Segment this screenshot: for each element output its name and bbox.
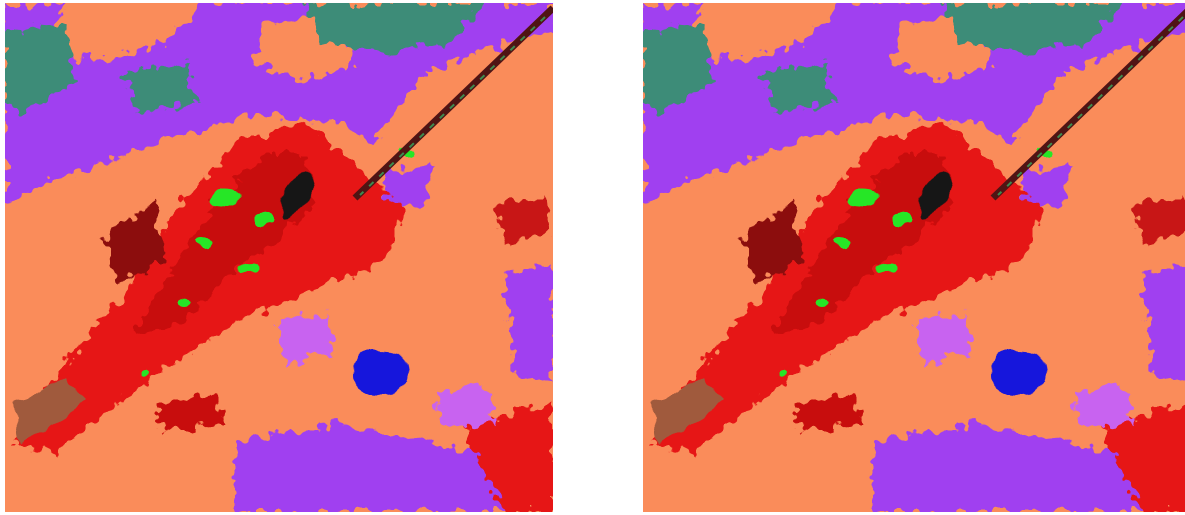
map-right	[643, 3, 1185, 512]
map-left	[5, 3, 553, 512]
page	[0, 0, 1185, 515]
figure	[0, 0, 1185, 515]
